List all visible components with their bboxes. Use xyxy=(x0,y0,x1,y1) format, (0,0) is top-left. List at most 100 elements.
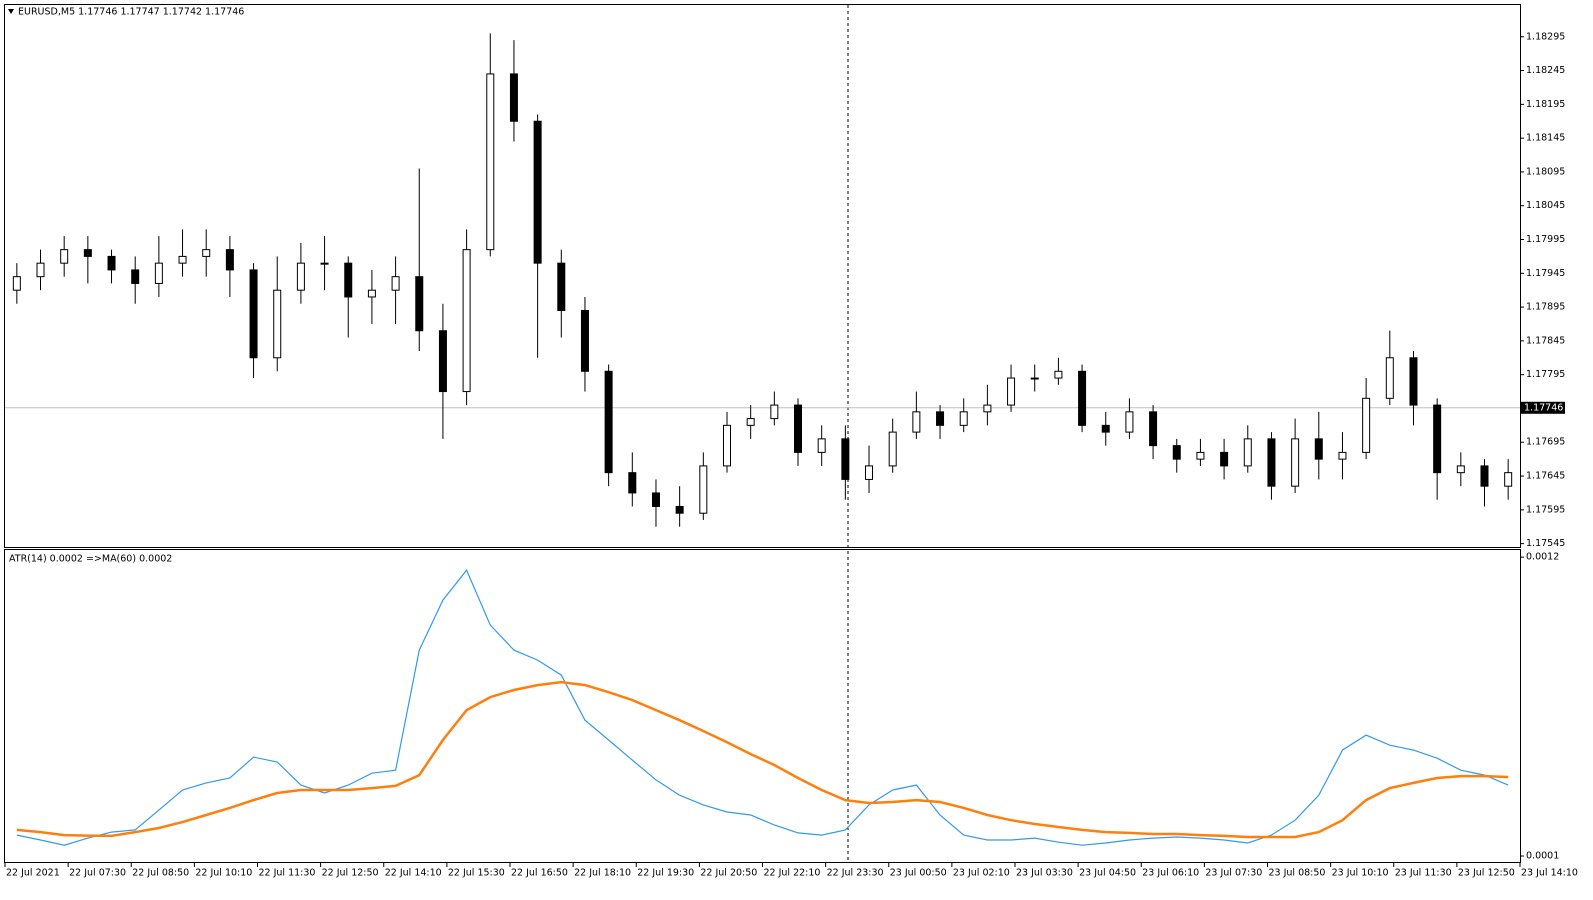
x-tick-label: 22 Jul 2021 xyxy=(6,868,60,879)
current-price-label: 1.17746 xyxy=(1524,402,1563,413)
candle-body xyxy=(699,465,708,514)
y-tick-label: 1.18045 xyxy=(1526,200,1565,211)
candle-body xyxy=(936,411,945,426)
x-tick-label: 22 Jul 15:30 xyxy=(448,868,505,879)
candle-body xyxy=(1480,465,1489,487)
candle-body xyxy=(273,289,282,359)
x-tick-label: 22 Jul 11:30 xyxy=(259,868,316,879)
candle-body xyxy=(580,309,589,372)
x-tick-label: 22 Jul 07:30 xyxy=(69,868,126,879)
x-tick-label: 22 Jul 20:50 xyxy=(700,868,757,879)
y-tick-label: 1.18195 xyxy=(1526,99,1565,110)
x-tick-label: 22 Jul 23:30 xyxy=(827,868,884,879)
candle-body xyxy=(1054,370,1063,379)
candle-body xyxy=(391,276,400,291)
candle-body xyxy=(462,249,471,393)
candle-body xyxy=(60,249,69,264)
candle-body xyxy=(1385,357,1394,399)
panel-menu-icon[interactable] xyxy=(8,9,14,14)
x-tick-label: 22 Jul 08:50 xyxy=(132,868,189,879)
candle-body xyxy=(1267,438,1276,487)
indicator-line xyxy=(16,680,1509,839)
candle-body xyxy=(1362,397,1371,453)
candle-body xyxy=(722,424,731,467)
y-tick-label: 1.17545 xyxy=(1526,538,1565,549)
x-tick-label: 23 Jul 12:50 xyxy=(1458,868,1515,879)
candle-body xyxy=(841,438,850,480)
current-price-tag xyxy=(1521,401,1565,414)
chart-title: EURUSD,M5 1.17746 1.17747 1.17742 1.1774… xyxy=(18,7,244,18)
candle-body xyxy=(36,262,45,278)
candle-body xyxy=(604,370,613,474)
candle-body xyxy=(770,404,779,420)
candle-body xyxy=(983,404,992,413)
x-tick-label: 22 Jul 19:30 xyxy=(637,868,694,879)
candle-body xyxy=(1220,451,1229,467)
x-tick-label: 23 Jul 03:30 xyxy=(1016,868,1073,879)
y-tick-label: 1.17795 xyxy=(1526,369,1565,380)
candle-body xyxy=(296,262,305,291)
y-tick-label: 1.18295 xyxy=(1526,31,1565,42)
x-tick-label: 23 Jul 06:10 xyxy=(1142,868,1199,879)
y-tick-label: 1.17895 xyxy=(1526,302,1565,313)
candle-body xyxy=(1504,472,1513,487)
candle-body xyxy=(533,120,542,264)
x-tick-label: 22 Jul 10:10 xyxy=(195,868,252,879)
candle-body xyxy=(1030,377,1039,380)
y-tick-label: 1.17945 xyxy=(1526,268,1565,279)
y-tick-label: 1.18145 xyxy=(1526,133,1565,144)
candle-body xyxy=(438,330,447,393)
candle-body xyxy=(344,262,353,298)
candle-body xyxy=(12,276,21,291)
candle-body xyxy=(83,249,92,257)
candle-body xyxy=(817,438,826,453)
y-tick-label: 1.17645 xyxy=(1526,471,1565,482)
candle-body xyxy=(1196,451,1205,460)
x-tick-label: 23 Jul 07:30 xyxy=(1205,868,1262,879)
candle-body xyxy=(1101,424,1110,433)
candle-body xyxy=(1172,445,1181,460)
candle-body xyxy=(367,289,376,298)
candle-body xyxy=(865,465,874,480)
y-tick-label: 1.18095 xyxy=(1526,166,1565,177)
candle-body xyxy=(107,255,116,271)
x-tick-label: 22 Jul 14:10 xyxy=(385,868,442,879)
candle-body xyxy=(131,269,140,284)
candle-body xyxy=(912,411,921,433)
x-tick-label: 23 Jul 14:10 xyxy=(1521,868,1578,879)
y-tick-label: 1.18245 xyxy=(1526,65,1565,76)
candle-body xyxy=(675,505,684,514)
x-tick-label: 23 Jul 08:50 xyxy=(1268,868,1325,879)
y-tick-label: 0.0001 xyxy=(1526,851,1559,862)
candle-body xyxy=(415,276,424,332)
candle-body xyxy=(1409,357,1418,406)
y-tick-label: 1.17995 xyxy=(1526,234,1565,245)
candle-body xyxy=(746,418,755,426)
candle-body xyxy=(486,73,495,251)
x-tick-label: 22 Jul 22:10 xyxy=(764,868,821,879)
candle-body xyxy=(320,262,329,265)
candle-body xyxy=(1433,404,1442,474)
candle-body xyxy=(794,404,803,453)
candle-body xyxy=(1291,438,1300,487)
candle-body xyxy=(888,431,897,467)
candle-body xyxy=(154,262,163,284)
candle-body xyxy=(178,255,187,264)
y-tick-label: 0.0012 xyxy=(1526,552,1559,563)
candle-body xyxy=(1456,465,1465,474)
candle-body xyxy=(509,73,518,122)
candle-body xyxy=(1338,451,1347,460)
candle-body xyxy=(1149,411,1158,447)
x-tick-label: 22 Jul 12:50 xyxy=(322,868,379,879)
x-tick-label: 23 Jul 04:50 xyxy=(1079,868,1136,879)
candle-body xyxy=(225,249,234,271)
candle-body xyxy=(1125,411,1134,433)
x-tick-label: 23 Jul 00:50 xyxy=(890,868,947,879)
indicator-title: ATR(14) 0.0002 =>MA(60) 0.0002 xyxy=(9,554,172,565)
candle-body xyxy=(1007,377,1016,406)
indicator-line xyxy=(16,569,1509,846)
candle-body xyxy=(628,472,637,494)
x-tick-label: 23 Jul 02:10 xyxy=(953,868,1010,879)
candle-body xyxy=(651,492,660,507)
